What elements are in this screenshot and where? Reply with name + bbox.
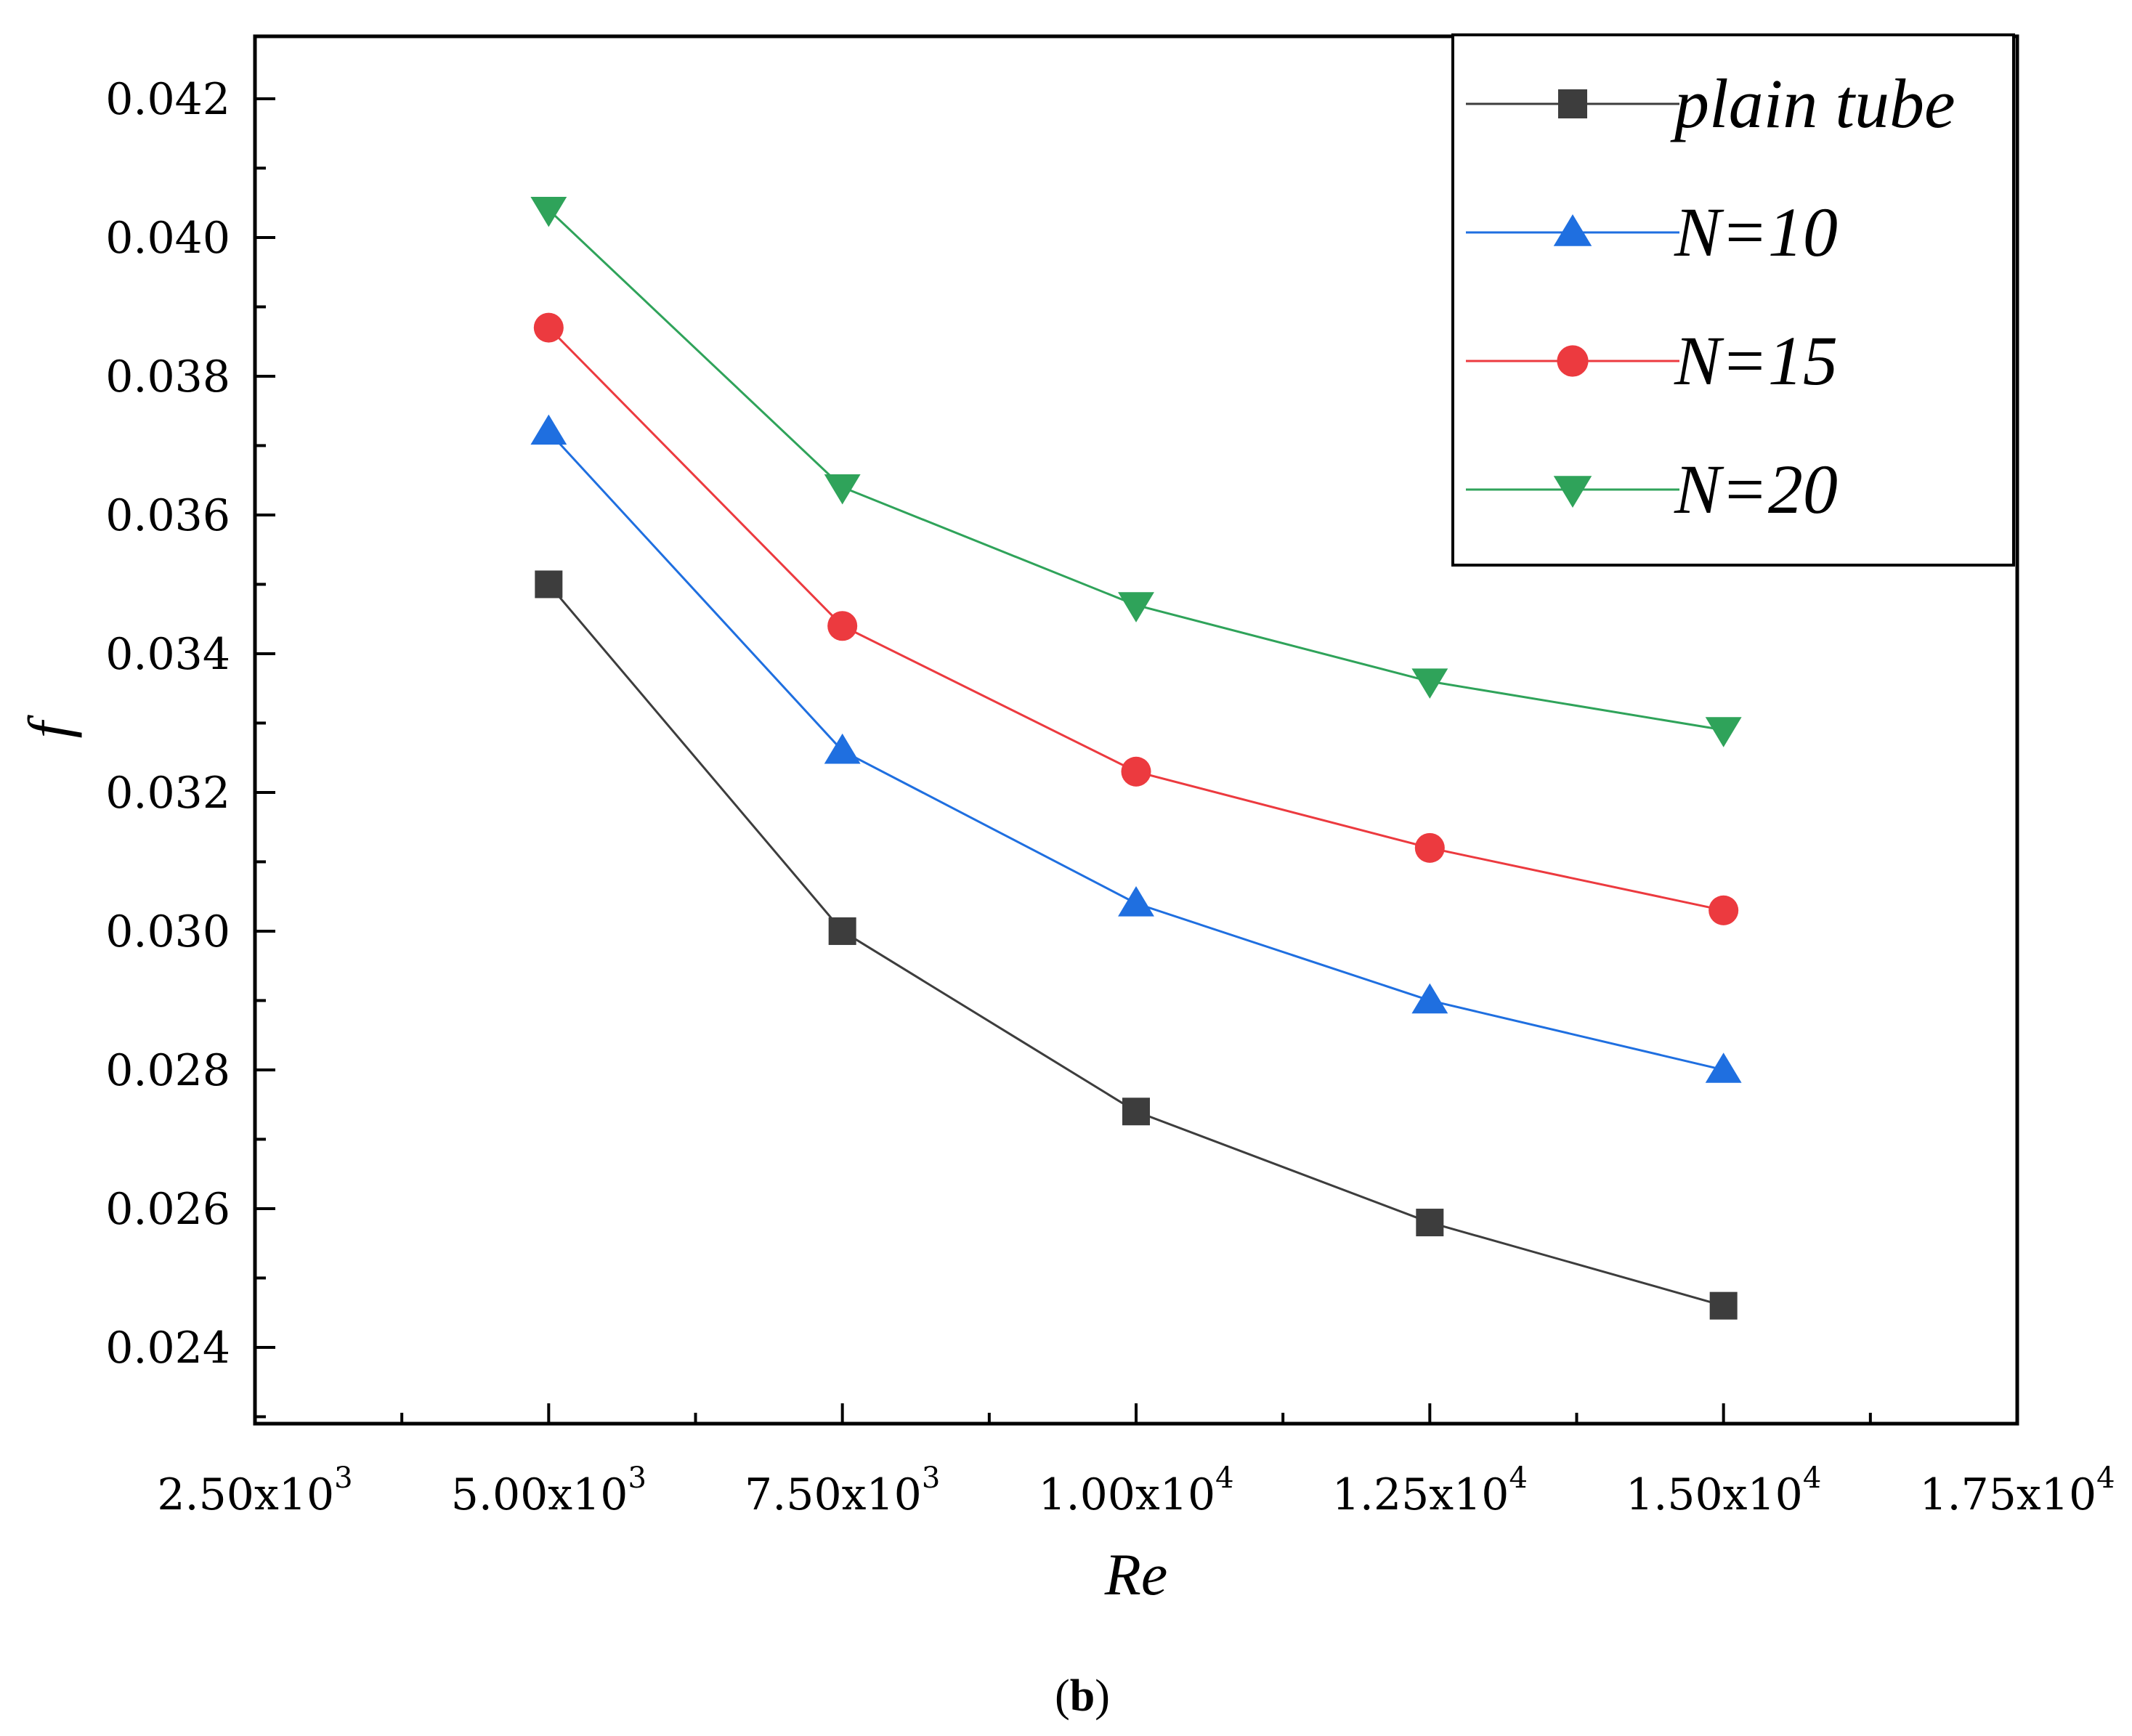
x-tick-label: 5.00x103 — [451, 1461, 647, 1520]
y-axis-label: f — [16, 714, 82, 738]
y-tick-label: 0.032 — [105, 768, 230, 819]
data-point — [1411, 983, 1448, 1014]
y-tick-label: 0.038 — [105, 352, 230, 402]
series-plain-tube — [535, 570, 1738, 1320]
legend-item: N=15 — [1466, 322, 1838, 399]
axis-ticks — [254, 97, 2019, 1424]
data-point — [1122, 1098, 1150, 1126]
data-point — [1121, 756, 1151, 787]
caption-open: ( — [1055, 1671, 1070, 1721]
legend-marker — [1553, 214, 1592, 246]
legend-marker — [1557, 345, 1589, 377]
data-point — [1411, 668, 1448, 699]
series-n-20 — [530, 196, 1742, 747]
y-tick-label: 0.034 — [105, 629, 230, 680]
data-point — [530, 196, 567, 227]
legend-marker — [1558, 89, 1587, 118]
legend-label: plain tube — [1670, 65, 1955, 142]
x-tick-label: 7.50x103 — [745, 1461, 940, 1520]
x-tick-label: 1.50x104 — [1626, 1461, 1821, 1520]
caption-letter: b — [1070, 1671, 1095, 1721]
data-point — [824, 474, 861, 505]
x-tick-label: 1.75x104 — [1919, 1461, 2115, 1520]
y-tick-labels: 0.024 0.026 0.028 0.030 0.032 0.034 0.036 0.038… — [105, 74, 230, 1374]
legend-box — [1451, 33, 2015, 567]
legend: plain tube N=10 N=15 N=20 — [1451, 33, 2015, 567]
data-point — [827, 611, 858, 641]
figure-caption: (b) — [1055, 1671, 1110, 1721]
data-point — [533, 312, 564, 343]
series-layer — [530, 196, 1742, 1320]
legend-label: N=20 — [1674, 450, 1838, 528]
data-point — [1709, 895, 1739, 925]
y-tick-label: 0.036 — [105, 490, 230, 541]
legend-item: N=10 — [1466, 193, 1838, 271]
series-line — [548, 583, 1724, 1307]
x-tick-label: 2.50x103 — [157, 1461, 352, 1520]
x-tick-label: 1.25x104 — [1332, 1461, 1528, 1520]
y-tick-label: 0.042 — [105, 74, 230, 125]
data-point — [1118, 592, 1154, 622]
y-tick-label: 0.040 — [105, 213, 230, 264]
data-point — [1705, 717, 1742, 747]
legend-item: N=20 — [1466, 450, 1838, 528]
legend-item: plain tube — [1466, 65, 1955, 142]
y-tick-label: 0.030 — [105, 906, 230, 957]
caption-close: ) — [1095, 1671, 1110, 1721]
legend-label: N=15 — [1674, 322, 1838, 399]
series-n-15 — [533, 312, 1739, 925]
legend-marker — [1553, 476, 1592, 508]
y-tick-label: 0.028 — [105, 1045, 230, 1096]
data-point — [535, 570, 563, 599]
data-point — [1414, 832, 1445, 863]
legend-label: N=10 — [1674, 193, 1838, 271]
data-point — [1705, 1052, 1742, 1083]
y-tick-label: 0.026 — [105, 1184, 230, 1235]
data-point — [1416, 1209, 1444, 1237]
data-point — [828, 917, 856, 945]
y-tick-label: 0.024 — [105, 1323, 230, 1374]
series-n-10 — [530, 414, 1742, 1083]
data-point — [824, 733, 861, 764]
data-point — [1709, 1291, 1738, 1320]
data-point — [530, 414, 567, 445]
data-point — [1118, 886, 1154, 917]
x-axis-label: Re — [1104, 1541, 1167, 1607]
x-tick-labels: 2.50x103 5.00x103 7.50x103 1.00x104 1.25x104… — [157, 1461, 2115, 1520]
x-tick-label: 1.00x104 — [1038, 1461, 1233, 1520]
